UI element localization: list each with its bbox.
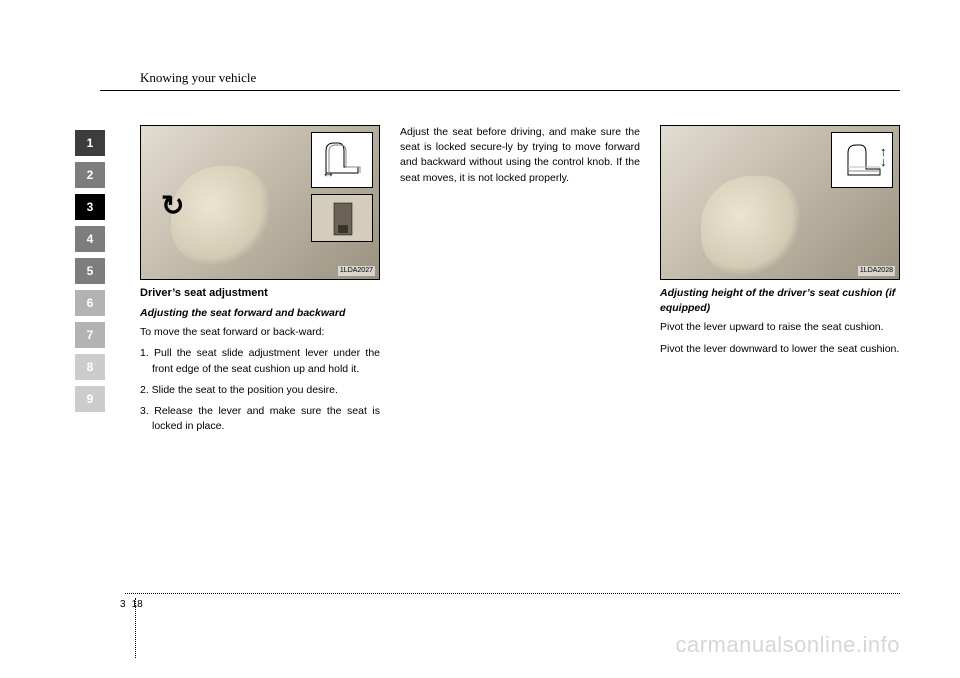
curved-arrow-icon: ↻ <box>161 186 184 227</box>
tab-9: 9 <box>75 386 105 412</box>
header-rule <box>100 90 900 91</box>
figure-inset-seat-height-icon: ↑↓ <box>831 132 893 188</box>
tab-5: 5 <box>75 258 105 284</box>
tab-4: 4 <box>75 226 105 252</box>
vertical-arrow-icon: ↑↓ <box>880 147 887 168</box>
col3-subheading: Adjusting height of the driver’s seat cu… <box>660 286 900 316</box>
tab-7: 7 <box>75 322 105 348</box>
watermark: carmanualsonline.info <box>675 632 900 658</box>
hand-illustration <box>701 176 801 276</box>
list-item: 1. Pull the seat slide adjustment lever … <box>140 346 380 376</box>
col1-subheading: Adjusting the seat forward and backward <box>140 306 380 321</box>
column-3: ↑↓ 1LDA2028 Adjusting height of the driv… <box>660 125 900 440</box>
page-number: 3 18 <box>120 599 143 610</box>
tab-6: 6 <box>75 290 105 316</box>
tab-2: 2 <box>75 162 105 188</box>
col3-p2: Pivot the lever downward to lower the se… <box>660 342 900 357</box>
figure-inset-seat-icon: ↔ <box>311 132 373 188</box>
col1-intro: To move the seat forward or back-ward: <box>140 325 380 340</box>
figure-seat-slide: ↻ ↔ 1LDA2027 <box>140 125 380 280</box>
figure-caption: 1LDA2027 <box>338 266 375 276</box>
hand-illustration <box>171 166 271 266</box>
content-area: ↻ ↔ 1LDA2027 Driver’s seat adjustment Ad… <box>140 125 900 440</box>
list-item: 3. Release the lever and make sure the s… <box>140 404 380 434</box>
chapter-tabs: 1 2 3 4 5 6 7 8 9 <box>75 130 105 412</box>
page-number-value: 18 <box>132 599 143 610</box>
col3-p1: Pivot the lever upward to raise the seat… <box>660 320 900 335</box>
tab-8: 8 <box>75 354 105 380</box>
figure-caption: 1LDA2028 <box>858 266 895 276</box>
tab-1: 1 <box>75 130 105 156</box>
list-item: 2. Slide the seat to the position you de… <box>140 383 380 398</box>
figure-inset-lever <box>311 194 373 242</box>
footer-rule <box>125 593 900 594</box>
tab-3: 3 <box>75 194 105 220</box>
chapter-number: 3 <box>120 599 126 610</box>
figure-seat-height: ↑↓ 1LDA2028 <box>660 125 900 280</box>
section-title: Knowing your vehicle <box>140 70 256 86</box>
col2-paragraph: Adjust the seat before driving, and make… <box>400 125 640 186</box>
horizontal-arrow-icon: ↔ <box>322 164 335 183</box>
col1-heading: Driver’s seat adjustment <box>140 286 380 302</box>
column-1: ↻ ↔ 1LDA2027 Driver’s seat adjustment Ad… <box>140 125 380 440</box>
lever-icon <box>312 195 374 243</box>
col1-steps: 1. Pull the seat slide adjustment lever … <box>140 346 380 434</box>
column-2: Adjust the seat before driving, and make… <box>400 125 640 440</box>
